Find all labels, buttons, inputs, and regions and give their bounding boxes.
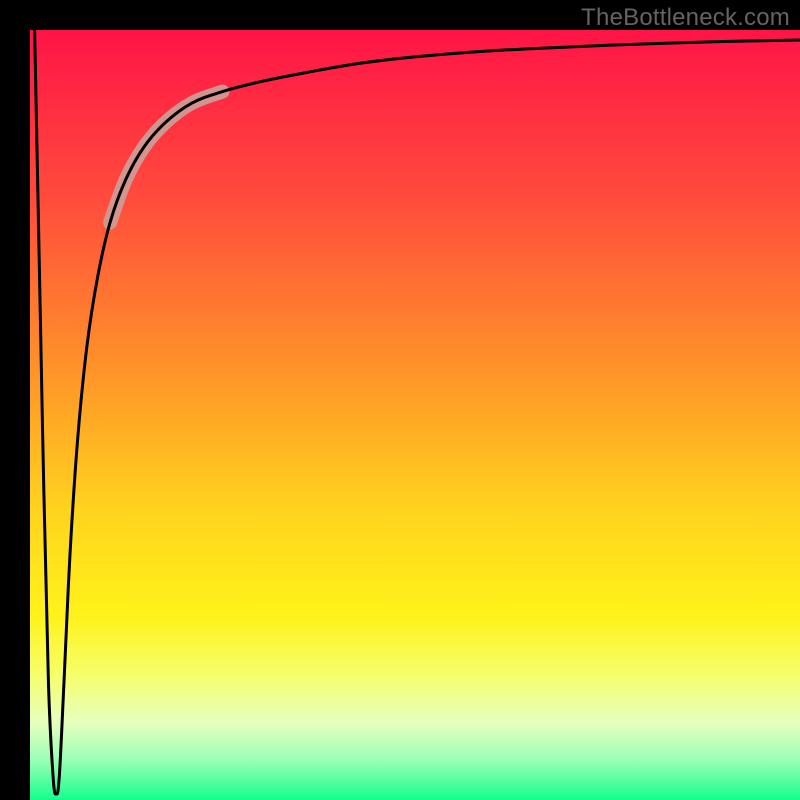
plot-area — [30, 30, 800, 800]
watermark-text: TheBottleneck.com — [581, 4, 790, 32]
chart-canvas: TheBottleneck.com — [0, 0, 800, 800]
curve-highlight-segment — [110, 92, 222, 223]
bottleneck-curve — [30, 30, 800, 800]
